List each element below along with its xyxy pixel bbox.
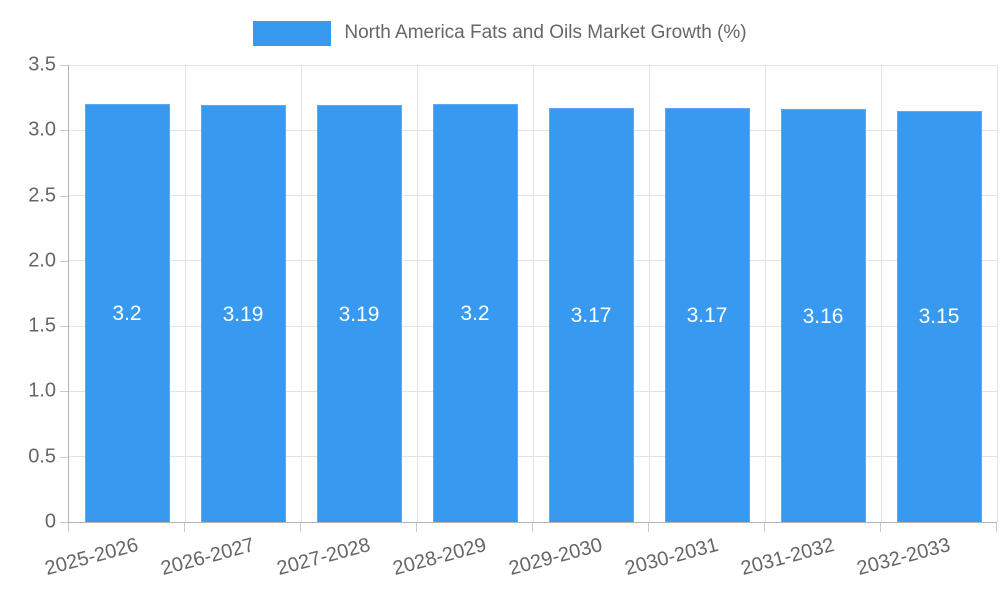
bar-value-label: 3.15	[918, 305, 960, 329]
gridline-vertical	[416, 65, 418, 522]
bar-value-label: 3.17	[686, 304, 728, 328]
bar-value-label: 3.2	[460, 302, 490, 326]
x-tick-mark	[532, 523, 533, 532]
gridline-vertical	[648, 65, 650, 522]
x-tick-label: 2029-2030	[506, 534, 605, 581]
y-tick-label: 2.0	[28, 249, 56, 272]
bar-value-label: 3.19	[222, 302, 264, 326]
y-tick-label: 3.5	[28, 53, 56, 76]
bar-2031-2032[interactable]: 3.16	[780, 109, 866, 522]
bar-value-label: 3.16	[802, 304, 844, 328]
x-tick-mark	[648, 523, 649, 532]
y-tick-mark	[60, 391, 68, 393]
x-tick-mark	[764, 523, 765, 532]
y-tick-label: 3.0	[28, 118, 56, 141]
gridline-vertical	[996, 65, 998, 522]
bar-2025-2026[interactable]: 3.2	[84, 104, 170, 522]
y-tick-mark	[60, 130, 68, 132]
legend-label: North America Fats and Oils Market Growt…	[344, 22, 747, 43]
gridline-vertical	[184, 65, 186, 522]
x-tick-label: 2025-2026	[42, 534, 141, 581]
gridline-vertical	[880, 65, 882, 522]
y-tick-mark	[60, 326, 68, 328]
y-tick-mark	[60, 65, 68, 66]
bar-value-label: 3.19	[338, 302, 380, 326]
bar-2026-2027[interactable]: 3.19	[200, 105, 286, 522]
y-tick-label: 0	[44, 510, 56, 533]
y-tick-label: 1.0	[28, 379, 56, 402]
y-tick-mark	[60, 195, 68, 197]
bar-2032-2033[interactable]: 3.15	[896, 110, 982, 522]
plot-area: 3.2 3.19 3.19 3.2 3.17 3.17 3.16 3.15	[68, 64, 998, 523]
x-tick-label: 2028-2029	[390, 534, 489, 581]
bar-value-label: 3.17	[570, 304, 612, 328]
y-tick-label: 0.5	[28, 445, 56, 468]
gridline-vertical	[764, 65, 766, 522]
x-tick-mark	[416, 523, 417, 532]
x-tick-mark	[880, 523, 881, 532]
x-tick-label: 2026-2027	[158, 534, 257, 581]
y-tick-label: 2.5	[28, 184, 56, 207]
x-tick-mark	[996, 523, 997, 532]
legend[interactable]: North America Fats and Oils Market Growt…	[0, 18, 1000, 48]
x-tick-mark	[184, 523, 185, 532]
y-tick-label: 1.5	[28, 314, 56, 337]
legend-swatch-icon	[253, 20, 332, 46]
gridline-vertical	[532, 65, 534, 522]
x-tick-mark	[68, 523, 69, 532]
bar-2029-2030[interactable]: 3.17	[548, 108, 634, 522]
bar-value-label: 3.2	[112, 302, 142, 326]
x-tick-mark	[300, 523, 301, 532]
y-tick-mark	[60, 522, 68, 523]
bar-2028-2029[interactable]: 3.2	[432, 104, 518, 522]
x-tick-label: 2031-2032	[738, 534, 837, 581]
gridline-vertical	[300, 65, 302, 522]
x-tick-label: 2032-2033	[854, 534, 953, 581]
y-tick-mark	[60, 260, 68, 262]
y-tick-mark	[60, 456, 68, 458]
x-tick-label: 2027-2028	[274, 534, 373, 581]
bar-2030-2031[interactable]: 3.17	[664, 108, 750, 522]
bar-2027-2028[interactable]: 3.19	[316, 105, 402, 522]
x-tick-label: 2030-2031	[622, 534, 721, 581]
